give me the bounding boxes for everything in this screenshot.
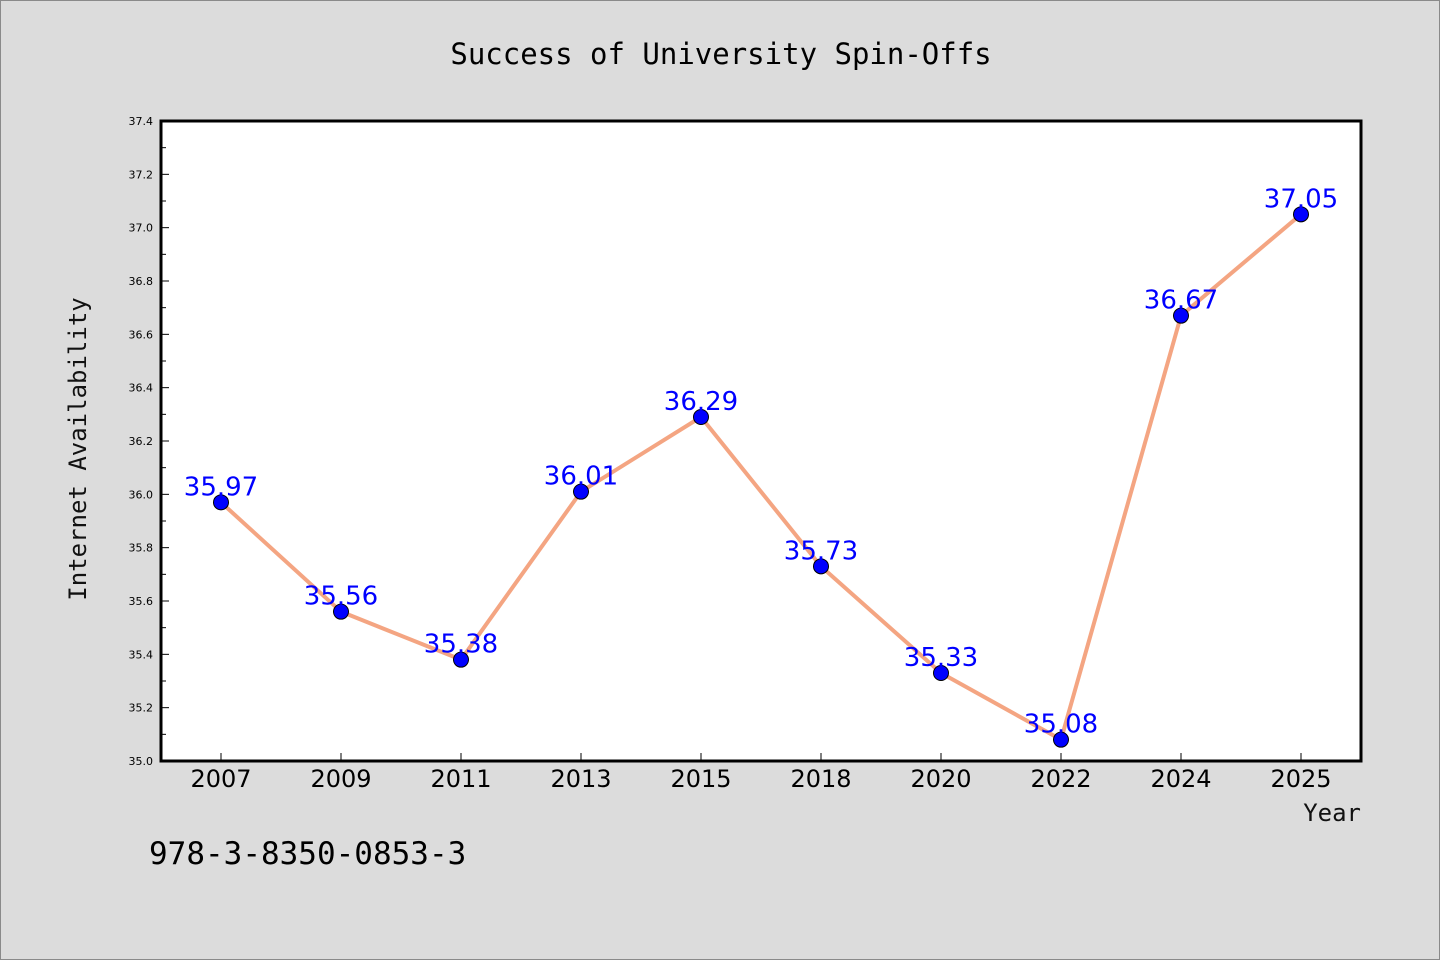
data-label: 37.05: [1264, 184, 1338, 214]
x-tick-label: 2007: [190, 765, 251, 793]
x-tick-label: 2018: [790, 765, 851, 793]
y-tick-label: 36.6: [129, 328, 154, 341]
y-tick-label: 36.2: [129, 435, 154, 448]
x-tick-label: 2011: [430, 765, 491, 793]
data-label: 36.29: [664, 387, 738, 417]
y-tick-label: 35.4: [129, 648, 154, 661]
y-axis-label: Internet Availability: [64, 297, 92, 600]
y-tick-label: 36.0: [129, 488, 154, 501]
data-point: [693, 409, 709, 425]
data-point: [1173, 307, 1189, 324]
series-layer: 35.97 35.56 35.38 36.01 36.29 35.73 35.33 35.08…: [184, 184, 1338, 748]
y-tick-label: 37.4: [129, 115, 154, 128]
data-point: [333, 603, 349, 620]
x-tick-label: 2020: [910, 765, 971, 793]
y-tick-label: 36.4: [129, 382, 154, 395]
series-line: [219, 212, 1303, 742]
data-label: 35.73: [784, 536, 858, 566]
data-label: 35.08: [1024, 710, 1098, 740]
data-point: [813, 558, 829, 575]
data-point: [1053, 731, 1069, 748]
data-point: [1293, 206, 1309, 223]
data-label: 36.67: [1144, 286, 1218, 316]
isbn-annotation: 978-3-8350-0853-3: [149, 836, 466, 872]
data-label: 35.56: [304, 582, 378, 612]
data-point: [933, 665, 949, 681]
y-tick-label: 37.0: [129, 222, 154, 235]
y-axis: 35.0 35.2 35.4 35.6 35.8 36.0 36.2 36.4 36.6 36.8…: [129, 115, 169, 768]
data-label: 35.97: [184, 472, 258, 502]
y-tick-label: 35.0: [129, 755, 154, 768]
y-tick-label: 37.2: [129, 168, 154, 181]
x-tick-label: 2015: [670, 765, 731, 793]
y-tick-label: 36.8: [129, 275, 154, 288]
x-axis-label: Year: [1303, 799, 1361, 827]
y-tick-label: 35.6: [129, 595, 154, 608]
x-tick-label: 2009: [310, 765, 371, 793]
data-point: [453, 651, 469, 668]
x-tick-label: 2024: [1150, 765, 1211, 793]
data-point: [573, 483, 589, 500]
x-tick-label: 2025: [1270, 765, 1331, 793]
chart-title: Success of University Spin-Offs: [450, 37, 991, 71]
y-tick-label: 35.8: [129, 542, 154, 555]
plot-area: [161, 121, 1361, 761]
data-point: [213, 494, 229, 511]
plot-frame: [159, 119, 1363, 763]
x-axis: 2007 2009 2011 2013 2015 2018 2020 2022 2024 2025: [190, 753, 1332, 793]
data-label: 35.38: [424, 630, 498, 660]
x-tick-label: 2013: [550, 765, 611, 793]
y-tick-label: 35.2: [129, 702, 154, 715]
x-tick-label: 2022: [1030, 765, 1091, 793]
data-label: 35.33: [904, 643, 978, 673]
data-label: 36.01: [544, 462, 618, 492]
